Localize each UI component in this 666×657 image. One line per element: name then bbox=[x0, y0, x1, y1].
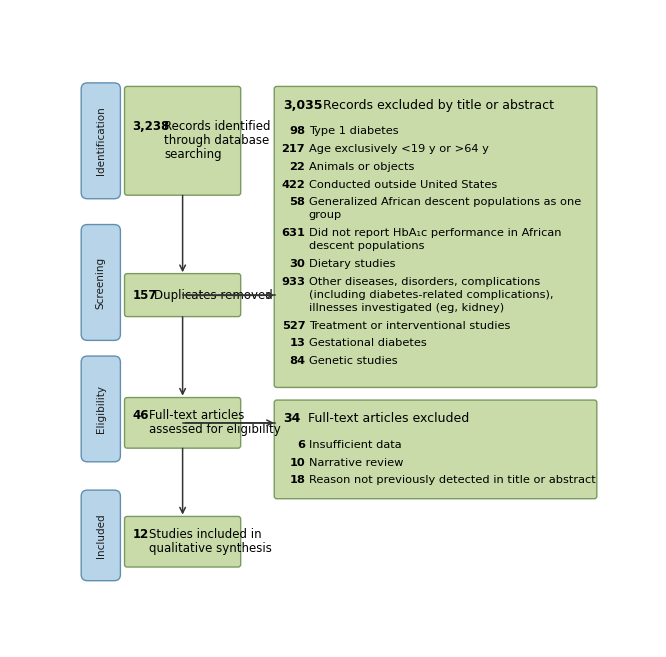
Text: Reason not previously detected in title or abstract: Reason not previously detected in title … bbox=[309, 476, 595, 486]
Text: Narrative review: Narrative review bbox=[309, 458, 403, 468]
Text: Full-text articles: Full-text articles bbox=[149, 409, 244, 422]
Text: Records identified: Records identified bbox=[165, 120, 271, 133]
Text: Eligibility: Eligibility bbox=[96, 385, 106, 433]
Text: qualitative synthesis: qualitative synthesis bbox=[149, 542, 272, 555]
Text: Generalized African descent populations as one: Generalized African descent populations … bbox=[309, 197, 581, 207]
Text: through database: through database bbox=[165, 134, 270, 147]
FancyBboxPatch shape bbox=[125, 397, 240, 448]
Text: Other diseases, disorders, complications: Other diseases, disorders, complications bbox=[309, 277, 540, 286]
Text: Conducted outside United States: Conducted outside United States bbox=[309, 179, 497, 189]
Text: Insufficient data: Insufficient data bbox=[309, 440, 402, 450]
Text: Dietary studies: Dietary studies bbox=[309, 259, 396, 269]
Text: 157: 157 bbox=[133, 288, 157, 302]
Text: 6: 6 bbox=[297, 440, 305, 450]
Text: Included: Included bbox=[96, 513, 106, 558]
Text: Age exclusively <19 y or >64 y: Age exclusively <19 y or >64 y bbox=[309, 144, 489, 154]
Text: 422: 422 bbox=[282, 179, 305, 189]
Text: 84: 84 bbox=[289, 356, 305, 366]
Text: illnesses investigated (eg, kidney): illnesses investigated (eg, kidney) bbox=[309, 303, 504, 313]
Text: Records excluded by title or abstract: Records excluded by title or abstract bbox=[312, 99, 554, 112]
Text: 98: 98 bbox=[289, 126, 305, 137]
Text: 30: 30 bbox=[289, 259, 305, 269]
Text: assessed for eligibility: assessed for eligibility bbox=[149, 423, 280, 436]
FancyBboxPatch shape bbox=[81, 356, 121, 462]
FancyBboxPatch shape bbox=[125, 273, 240, 317]
Text: Animals or objects: Animals or objects bbox=[309, 162, 414, 172]
Text: 527: 527 bbox=[282, 321, 305, 330]
Text: searching: searching bbox=[165, 148, 222, 162]
Text: Duplicates removed: Duplicates removed bbox=[154, 288, 272, 302]
Text: Did not report HbA₁ᴄ performance in African: Did not report HbA₁ᴄ performance in Afri… bbox=[309, 228, 561, 238]
Text: 13: 13 bbox=[289, 338, 305, 348]
FancyBboxPatch shape bbox=[125, 87, 240, 195]
Text: (including diabetes-related complications),: (including diabetes-related complication… bbox=[309, 290, 553, 300]
Text: Type 1 diabetes: Type 1 diabetes bbox=[309, 126, 398, 137]
Text: group: group bbox=[309, 210, 342, 220]
Text: descent populations: descent populations bbox=[309, 241, 424, 251]
Text: Full-text articles excluded: Full-text articles excluded bbox=[296, 413, 469, 425]
Text: Treatment or interventional studies: Treatment or interventional studies bbox=[309, 321, 510, 330]
Text: 34: 34 bbox=[283, 413, 300, 425]
Text: 3,238: 3,238 bbox=[133, 120, 170, 133]
Text: 18: 18 bbox=[289, 476, 305, 486]
FancyBboxPatch shape bbox=[274, 400, 597, 499]
Text: 12: 12 bbox=[133, 528, 149, 541]
Text: 933: 933 bbox=[281, 277, 305, 286]
Text: 631: 631 bbox=[281, 228, 305, 238]
Text: Genetic studies: Genetic studies bbox=[309, 356, 398, 366]
FancyBboxPatch shape bbox=[81, 83, 121, 198]
Text: 217: 217 bbox=[282, 144, 305, 154]
Text: Studies included in: Studies included in bbox=[149, 528, 262, 541]
Text: 58: 58 bbox=[289, 197, 305, 207]
Text: 3,035: 3,035 bbox=[283, 99, 322, 112]
Text: Identification: Identification bbox=[96, 106, 106, 175]
FancyBboxPatch shape bbox=[81, 490, 121, 581]
FancyBboxPatch shape bbox=[81, 225, 121, 340]
Text: 22: 22 bbox=[290, 162, 305, 172]
Text: 10: 10 bbox=[290, 458, 305, 468]
FancyBboxPatch shape bbox=[274, 87, 597, 388]
Text: Screening: Screening bbox=[96, 256, 106, 309]
FancyBboxPatch shape bbox=[125, 516, 240, 567]
Text: 46: 46 bbox=[133, 409, 149, 422]
Text: Gestational diabetes: Gestational diabetes bbox=[309, 338, 426, 348]
